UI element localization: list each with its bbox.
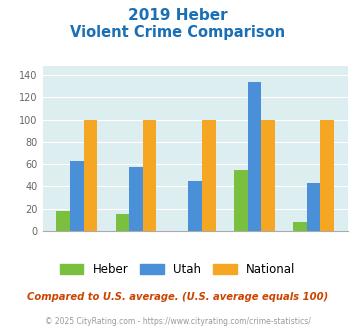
Text: © 2025 CityRating.com - https://www.cityrating.com/crime-statistics/: © 2025 CityRating.com - https://www.city… — [45, 317, 310, 326]
Text: Compared to U.S. average. (U.S. average equals 100): Compared to U.S. average. (U.S. average … — [27, 292, 328, 302]
Bar — [116, 214, 129, 231]
Bar — [189, 181, 202, 231]
Bar — [143, 119, 157, 231]
Bar — [129, 167, 143, 231]
Bar — [248, 82, 261, 231]
Legend: Heber, Utah, National: Heber, Utah, National — [55, 258, 300, 281]
Bar — [293, 222, 307, 231]
Bar — [261, 119, 275, 231]
Text: 2019 Heber: 2019 Heber — [128, 8, 227, 23]
Bar — [234, 170, 248, 231]
Bar — [70, 161, 84, 231]
Bar — [84, 119, 97, 231]
Bar — [56, 211, 70, 231]
Bar — [202, 119, 216, 231]
Bar — [321, 119, 334, 231]
Bar — [307, 183, 321, 231]
Text: Violent Crime Comparison: Violent Crime Comparison — [70, 25, 285, 40]
